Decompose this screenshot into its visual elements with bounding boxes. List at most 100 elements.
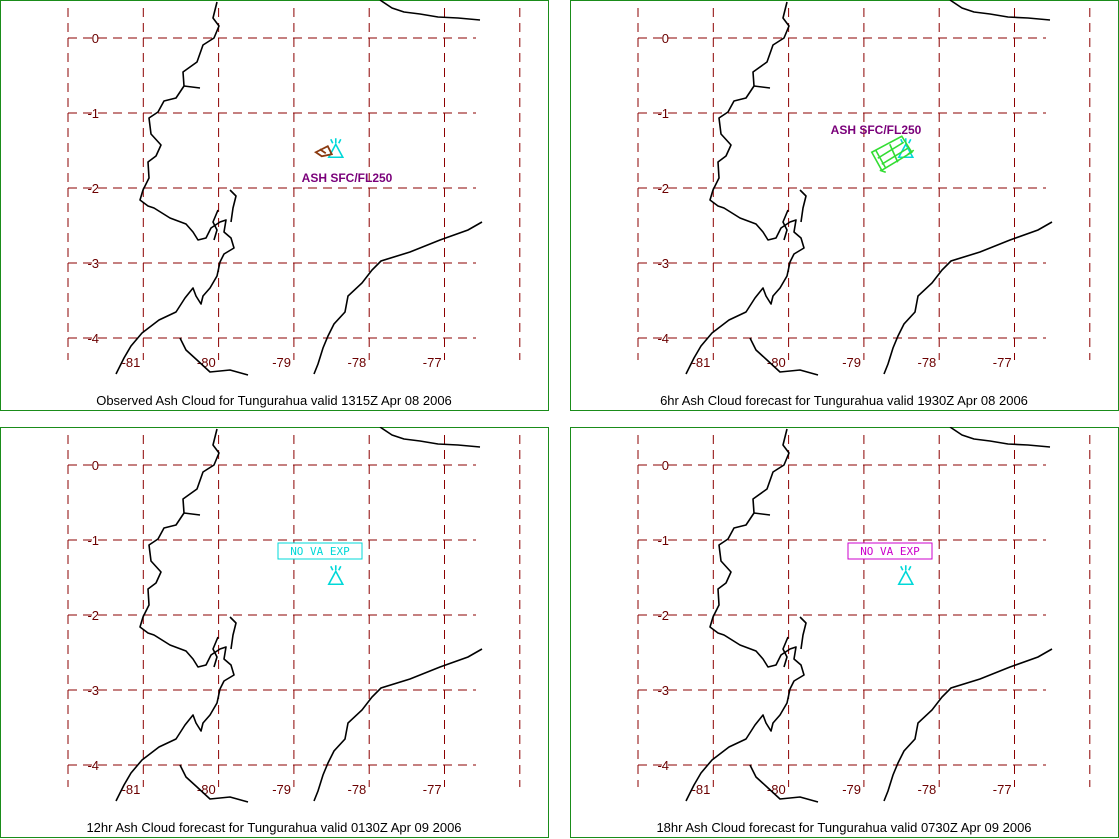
no-va-label: NO VA EXP — [290, 545, 350, 558]
latitude-tick-label: -1 — [657, 533, 669, 548]
latitude-tick-label: -4 — [657, 758, 669, 773]
coastline-segment — [379, 0, 481, 21]
coastline-segment — [782, 636, 789, 668]
panel-caption: 18hr Ash Cloud forecast for Tungurahua v… — [656, 820, 1031, 835]
panel-frame — [0, 0, 549, 411]
graticule — [67, 435, 521, 787]
coastline-segment — [749, 764, 819, 803]
latitude-tick-label: -3 — [657, 256, 669, 271]
longitude-tick-label: -79 — [842, 782, 861, 797]
longitude-tick-label: -77 — [423, 782, 442, 797]
border-line — [313, 648, 483, 802]
border-line — [313, 221, 483, 375]
longitude-tick-label: -78 — [348, 782, 367, 797]
longitude-tick-label: -79 — [272, 782, 291, 797]
border-line — [883, 648, 1053, 802]
coastline-segment — [782, 209, 789, 241]
volcano-icon — [327, 565, 345, 586]
coastline-segment — [685, 1, 805, 375]
coastline-segment — [212, 209, 219, 241]
map-svg: 0 -1 -2 -3 -4 -81 -80 -79 -78 -77 ASH SFC/FL250 6hr… — [570, 0, 1119, 411]
coastline-segment — [115, 428, 235, 802]
latitude-tick-label: -3 — [87, 683, 99, 698]
latitude-tick-label: -3 — [87, 256, 99, 271]
latitude-tick-label: -2 — [657, 608, 669, 623]
panel-caption: Observed Ash Cloud for Tungurahua valid … — [96, 393, 452, 408]
latitude-tick-label: -1 — [87, 106, 99, 121]
panel-frame — [0, 427, 549, 838]
panel-frame — [570, 0, 1119, 411]
coastline-segment — [749, 337, 819, 376]
longitude-tick-label: -78 — [918, 782, 937, 797]
coastline-segment — [799, 616, 807, 650]
ash-cloud-polygon — [870, 135, 915, 174]
no-va-label: NO VA EXP — [860, 545, 920, 558]
longitude-tick-label: -77 — [993, 782, 1012, 797]
panel-12hr-forecast: 0 -1 -2 -3 -4 -81 -80 -79 -78 -77 NO VA EXP 12hr As… — [0, 427, 549, 838]
panel-caption: 12hr Ash Cloud forecast for Tungurahua v… — [86, 820, 461, 835]
panel-18hr-forecast: 0 -1 -2 -3 -4 -81 -80 -79 -78 -77 NO VA EXP 18hr As… — [570, 427, 1119, 838]
longitude-tick-label: -80 — [197, 782, 216, 797]
longitude-tick-label: -79 — [272, 355, 291, 370]
coastline — [685, 427, 1051, 803]
coastline-segment — [183, 85, 201, 89]
latitude-tick-label: -2 — [87, 181, 99, 196]
map-svg: 0 -1 -2 -3 -4 -81 -80 -79 -78 -77 NO VA EXP 18hr As… — [570, 427, 1119, 838]
latitude-tick-label: -1 — [657, 106, 669, 121]
longitude-tick-label: -78 — [348, 355, 367, 370]
coastline-segment — [753, 85, 771, 89]
graticule — [637, 8, 1091, 360]
ash-cloud-label: ASH SFC/FL250 — [831, 123, 922, 137]
longitude-tick-label: -80 — [767, 782, 786, 797]
panel-frame — [570, 427, 1119, 838]
ash-cloud-label: ASH SFC/FL250 — [302, 171, 393, 185]
coastline-segment — [212, 636, 219, 668]
latitude-tick-label: -4 — [87, 331, 99, 346]
map-svg: 0 -1 -2 -3 -4 -81 -80 -79 -78 -77 ASH SFC/FL250 Obs… — [0, 0, 549, 411]
latitude-tick-label: 0 — [662, 31, 669, 46]
volcano-icon — [327, 138, 345, 159]
volcano-icon — [897, 565, 915, 586]
coastline-segment — [179, 764, 249, 803]
no-va-label-box — [277, 542, 363, 560]
longitude-tick-label: -81 — [692, 782, 711, 797]
coastline-segment — [229, 616, 237, 650]
coastline-segment — [115, 1, 235, 375]
coastline-segment — [179, 337, 249, 376]
latitude-tick-label: 0 — [92, 31, 99, 46]
no-va-label-box — [847, 542, 933, 560]
longitude-tick-label: -77 — [993, 355, 1012, 370]
longitude-tick-label: -81 — [692, 355, 711, 370]
border-line — [883, 221, 1053, 375]
latitude-tick-label: 0 — [92, 458, 99, 473]
graticule — [67, 8, 521, 360]
map-svg: 0 -1 -2 -3 -4 -81 -80 -79 -78 -77 NO VA EXP 12hr As… — [0, 427, 549, 838]
latitude-tick-label: -4 — [87, 758, 99, 773]
coastline — [115, 0, 481, 376]
coastline-segment — [799, 189, 807, 223]
coastline-segment — [379, 427, 481, 448]
longitude-tick-label: -79 — [842, 355, 861, 370]
coastline-segment — [685, 428, 805, 802]
panel-caption: 6hr Ash Cloud forecast for Tungurahua va… — [660, 393, 1028, 408]
panel-6hr-forecast: 0 -1 -2 -3 -4 -81 -80 -79 -78 -77 ASH SFC/FL250 6hr… — [570, 0, 1119, 411]
longitude-tick-label: -81 — [122, 782, 141, 797]
latitude-tick-label: -2 — [657, 181, 669, 196]
latitude-tick-label: -4 — [657, 331, 669, 346]
graticule — [637, 435, 1091, 787]
coastline — [115, 427, 481, 803]
longitude-tick-label: -77 — [423, 355, 442, 370]
coastline-segment — [949, 427, 1051, 448]
longitude-tick-label: -80 — [767, 355, 786, 370]
coastline-segment — [229, 189, 237, 223]
latitude-tick-label: 0 — [662, 458, 669, 473]
longitude-tick-label: -78 — [918, 355, 937, 370]
longitude-tick-label: -80 — [197, 355, 216, 370]
coastline-segment — [949, 0, 1051, 21]
ash-cloud-polygon — [313, 145, 334, 158]
panel-observed: 0 -1 -2 -3 -4 -81 -80 -79 -78 -77 ASH SFC/FL250 Obs… — [0, 0, 549, 411]
coastline — [685, 0, 1051, 376]
latitude-tick-label: -3 — [657, 683, 669, 698]
latitude-tick-label: -1 — [87, 533, 99, 548]
latitude-tick-label: -2 — [87, 608, 99, 623]
